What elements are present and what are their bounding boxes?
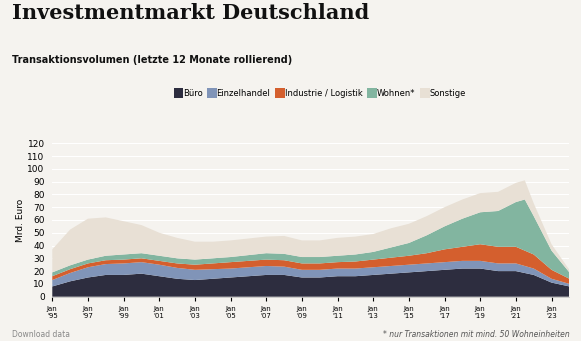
- Text: Investmentmarkt Deutschland: Investmentmarkt Deutschland: [12, 3, 369, 24]
- Text: Download data: Download data: [12, 330, 70, 339]
- Text: * nur Transaktionen mit mind. 50 Wohneinheiten: * nur Transaktionen mit mind. 50 Wohnein…: [383, 330, 569, 339]
- Y-axis label: Mrd. Euro: Mrd. Euro: [16, 198, 24, 241]
- Legend: Büro, Einzelhandel, Industrie / Logistik, Wohnen*, Sonstige: Büro, Einzelhandel, Industrie / Logistik…: [170, 86, 469, 102]
- Text: Transaktionsvolumen (letzte 12 Monate rollierend): Transaktionsvolumen (letzte 12 Monate ro…: [12, 55, 292, 64]
